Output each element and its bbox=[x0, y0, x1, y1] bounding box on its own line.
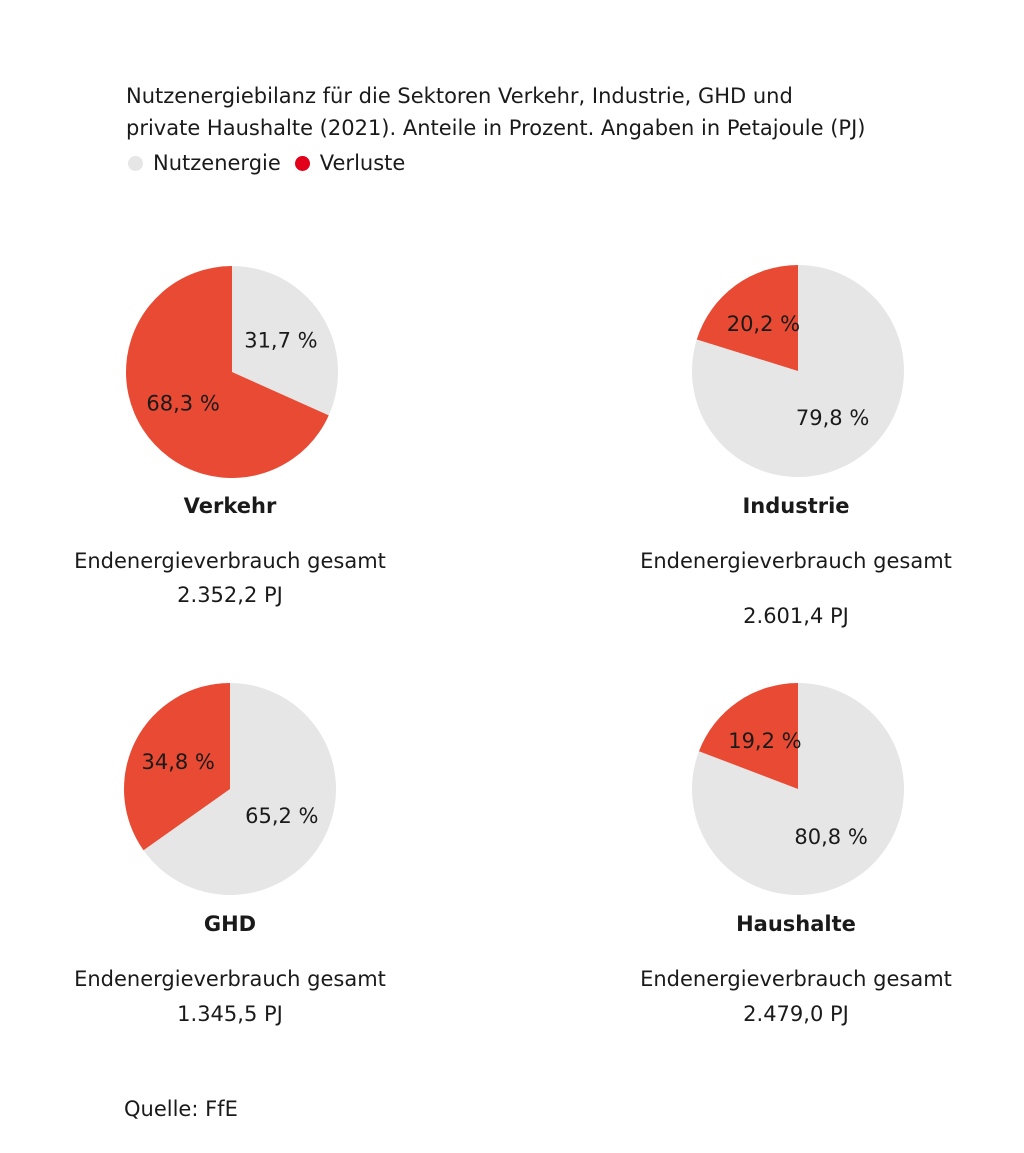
sector-name-industrie: Industrie bbox=[742, 494, 850, 518]
subtitle-verkehr: Endenergieverbrauch gesamt bbox=[74, 549, 386, 573]
legend-item-verluste: Verluste bbox=[294, 151, 406, 175]
pie-slice-industrie-nutzenergie bbox=[691, 265, 904, 477]
source-note: Quelle: FfE bbox=[124, 1097, 238, 1121]
sector-name-haushalte: Haushalte bbox=[736, 912, 856, 936]
chart-title: Nutzenergiebilanz für die Sektoren Verke… bbox=[126, 80, 986, 144]
total-haushalte: 2.479,0 PJ bbox=[743, 1002, 849, 1026]
legend-item-nutzenergie: Nutzenergie bbox=[128, 151, 281, 175]
legend: Nutzenergie Verluste bbox=[128, 151, 419, 175]
pie-chart-industrie: 79,8 % 20,2 % bbox=[691, 265, 904, 477]
legend-swatch-verluste bbox=[294, 155, 310, 171]
subtitle-haushalte: Endenergieverbrauch gesamt bbox=[640, 967, 952, 991]
total-ghd: 1.345,5 PJ bbox=[177, 1002, 283, 1026]
sector-name-ghd: GHD bbox=[203, 912, 257, 936]
total-verkehr: 2.352,2 PJ bbox=[177, 583, 283, 607]
slice-label-industrie-nutzenergie: 79,8 % bbox=[796, 406, 869, 430]
pie-slice-ghd-nutzenergie bbox=[143, 683, 337, 895]
slice-label-verkehr-nutzenergie: 31,7 % bbox=[244, 328, 317, 352]
slice-label-ghd-verluste: 34,8 % bbox=[142, 750, 215, 774]
pie-chart-ghd: 65,2 % 34,8 % bbox=[124, 683, 337, 895]
slice-label-haushalte-verluste: 19,2 % bbox=[728, 729, 801, 753]
total-industrie: 2.601,4 PJ bbox=[743, 604, 849, 628]
subtitle-ghd: Endenergieverbrauch gesamt bbox=[74, 967, 386, 991]
slice-label-industrie-verluste: 20,2 % bbox=[727, 312, 800, 336]
pie-chart-verkehr: 31,7 % 68,3 % bbox=[126, 266, 339, 478]
sector-name-verkehr: Verkehr bbox=[183, 494, 277, 518]
pie-slice-verkehr-nutzenergie bbox=[232, 266, 339, 416]
pie-slice-haushalte-nutzenergie bbox=[691, 683, 904, 895]
chart-title-line-2: private Haushalte (2021). Anteile in Pro… bbox=[126, 116, 866, 140]
pie-slice-industrie-verluste bbox=[696, 265, 798, 371]
legend-label-verluste: Verluste bbox=[319, 151, 406, 175]
pie-slice-verkehr-verluste bbox=[126, 266, 329, 478]
subtitle-industrie: Endenergieverbrauch gesamt bbox=[640, 549, 952, 573]
legend-label-nutzenergie: Nutzenergie bbox=[153, 151, 281, 175]
pie-chart-haushalte: 80,8 % 19,2 % bbox=[691, 683, 904, 895]
pie-slice-ghd-verluste bbox=[124, 683, 230, 851]
slice-label-haushalte-nutzenergie: 80,8 % bbox=[794, 825, 867, 849]
pie-slice-haushalte-verluste bbox=[698, 683, 798, 789]
chart-title-line-1: Nutzenergiebilanz für die Sektoren Verke… bbox=[126, 84, 793, 108]
legend-swatch-nutzenergie bbox=[128, 155, 143, 171]
slice-label-ghd-nutzenergie: 65,2 % bbox=[245, 804, 318, 828]
slice-label-verkehr-verluste: 68,3 % bbox=[146, 392, 219, 416]
